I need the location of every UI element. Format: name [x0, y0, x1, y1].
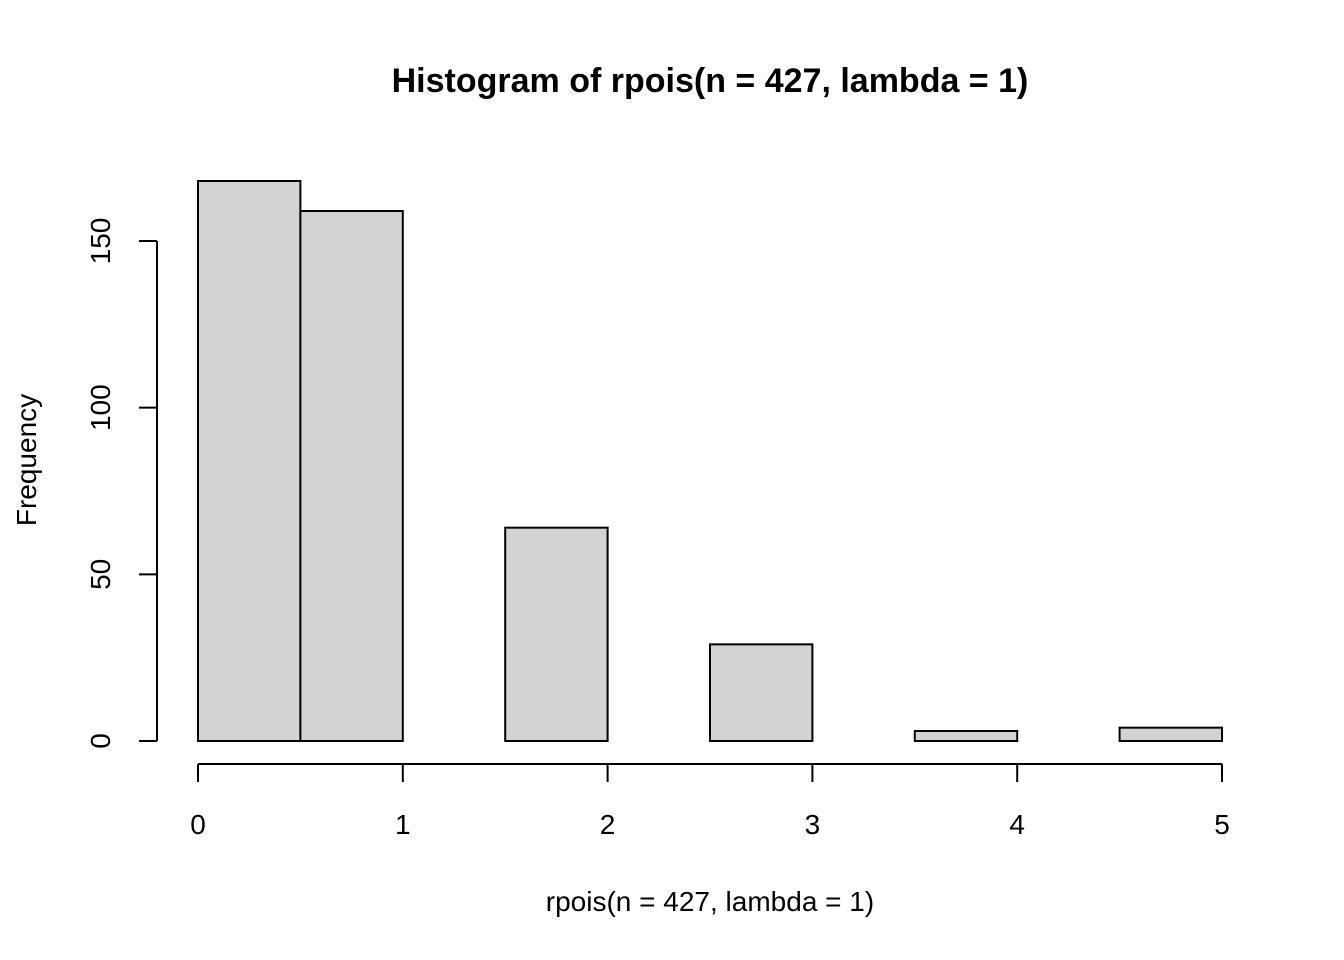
- y-tick-label-150: 150: [85, 218, 116, 265]
- x-tick-label-1: 1: [395, 809, 411, 840]
- histogram-bar-3: [504, 526, 609, 743]
- histogram-bar-9: [1118, 726, 1223, 743]
- y-axis-label: Frequency: [11, 394, 42, 526]
- x-tick-label-3: 3: [805, 809, 821, 840]
- y-axis-ticks: 0 50 100 150: [85, 218, 157, 749]
- histogram-bar-7: [913, 730, 1019, 742]
- x-axis-ticks: 0 1 2 3 4 5: [190, 764, 1230, 840]
- y-tick-label-0: 0: [85, 733, 116, 749]
- x-axis-label: rpois(n = 427, lambda = 1): [546, 886, 874, 917]
- y-tick-label-50: 50: [85, 559, 116, 590]
- x-tick-label-4: 4: [1009, 809, 1025, 840]
- x-tick-label-2: 2: [600, 809, 616, 840]
- x-tick-label-5: 5: [1214, 809, 1230, 840]
- histogram-bar-5: [709, 643, 814, 742]
- chart-title: Histogram of rpois(n = 427, lambda = 1): [392, 62, 1029, 100]
- y-tick-label-100: 100: [85, 384, 116, 431]
- histogram-bar-0: [197, 180, 302, 742]
- histogram-bars: [197, 180, 1223, 743]
- histogram-bar-1: [299, 210, 404, 742]
- x-tick-label-0: 0: [190, 809, 206, 840]
